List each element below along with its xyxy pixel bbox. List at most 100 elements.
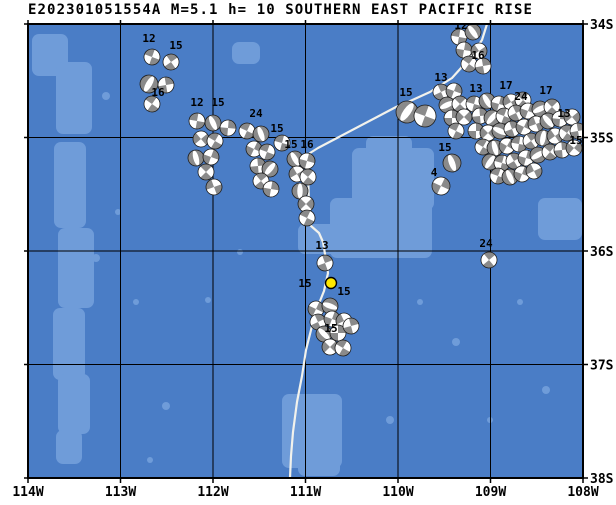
y-axis-label: 36S (590, 245, 614, 260)
bathymetry-patch (58, 374, 90, 434)
focal-mechanism-beachball (455, 41, 473, 59)
bathymetry-spot (147, 457, 153, 463)
focal-mechanism-beachball (298, 209, 316, 227)
focal-mechanism-beachball (245, 140, 263, 158)
y-axis-label: 34S (590, 18, 614, 33)
focal-mechanism-beachball (447, 122, 465, 140)
bathymetry-patch (54, 142, 86, 228)
x-axis-label: 111W (290, 485, 321, 500)
event-day-label: 24 (514, 90, 528, 103)
event-day-label: 15 (284, 138, 297, 151)
focal-mechanism-beachball (143, 95, 161, 113)
event-day-label: 16 (151, 86, 165, 99)
focal-mechanism-beachball (192, 130, 210, 148)
bathymetry-patch (56, 430, 82, 464)
event-day-label: 15 (270, 122, 283, 135)
x-axis-label: 113W (105, 485, 136, 500)
bathymetry-spot (386, 416, 394, 424)
focal-mechanism-beachball (413, 104, 437, 128)
event-day-label: 16 (471, 49, 485, 62)
bathymetry-spot (133, 299, 139, 305)
event-day-label: 15 (399, 86, 412, 99)
event-epicenter-marker (324, 276, 338, 290)
event-day-label: 15 (438, 141, 451, 154)
focal-mechanism-beachball (480, 251, 498, 269)
focal-mechanism-beachball (197, 163, 215, 181)
focal-mechanism-beachball (563, 108, 581, 126)
focal-mechanism-beachball (139, 74, 159, 94)
x-axis-label: 109W (475, 485, 506, 500)
bathymetry-spot (102, 92, 110, 100)
y-axis-label: 38S (590, 472, 614, 487)
x-axis-label: 114W (12, 485, 43, 500)
y-axis-label: 37S (590, 359, 614, 374)
focal-mechanism-beachball (474, 57, 492, 75)
focal-mechanism-beachball (205, 178, 223, 196)
event-day-label: 24 (479, 237, 493, 250)
focal-mechanism-beachball (455, 108, 473, 126)
focal-mechanism-beachball (470, 42, 488, 60)
event-day-label: 13 (557, 107, 570, 120)
x-axis-label: 110W (382, 485, 413, 500)
event-day-label: 24 (249, 107, 263, 120)
event-day-label: 15 (324, 322, 337, 335)
bathymetry-spot (115, 209, 121, 215)
focal-mechanism-beachball (143, 48, 161, 66)
event-day-label: 12 (142, 32, 155, 45)
bathymetry-patch (53, 308, 85, 380)
bathymetry-spot (542, 386, 550, 394)
y-axis-label: 35S (590, 132, 614, 147)
focal-mechanism-beachball (316, 254, 334, 272)
event-day-label: 17 (499, 79, 512, 92)
bathymetry-patch (282, 394, 342, 468)
focal-mechanism-beachball (273, 134, 291, 152)
focal-mechanism-beachball (262, 180, 280, 198)
focal-mechanism-beachball (206, 132, 224, 150)
bathymetry-patch (58, 228, 94, 308)
focal-mechanism-beachball (291, 182, 309, 200)
focal-mechanism-beachball (298, 152, 316, 170)
event-day-label: 4 (431, 166, 438, 179)
bathymetry-spot (237, 249, 243, 255)
event-day-label: 15 (569, 134, 582, 147)
focal-mechanism-beachball (315, 325, 333, 343)
bathymetry-spot (452, 338, 460, 346)
bathymetry-patch (298, 450, 340, 476)
x-axis-label: 112W (197, 485, 228, 500)
focal-mechanism-beachball (464, 24, 482, 41)
bathymetry-patch (56, 62, 92, 134)
bathymetry-patch (366, 136, 412, 166)
event-day-label: 16 (300, 138, 314, 151)
focal-mechanism-beachball (202, 148, 220, 166)
focal-mechanism-beachball (321, 338, 339, 356)
bathymetry-spot (517, 299, 523, 305)
x-axis-label: 108W (567, 485, 598, 500)
focal-mechanism-beachball (297, 195, 315, 213)
plot-title: E202301051554A M=5.1 h= 10 SOUTHERN EAST… (28, 2, 534, 18)
focal-mechanism-beachball (525, 162, 543, 180)
focal-mechanism-beachball (258, 143, 276, 161)
event-day-label: 15 (337, 285, 350, 298)
event-day-label: 17 (539, 84, 552, 97)
event-day-label: 13 (469, 82, 482, 95)
focal-mechanism-beachball (329, 324, 347, 342)
event-day-label: 15 (211, 96, 224, 109)
focal-mechanism-beachball (565, 139, 583, 157)
event-day-label: 13 (434, 71, 447, 84)
focal-mechanism-beachball (451, 95, 469, 113)
focal-mechanism-beachball (252, 125, 270, 143)
focal-mechanism-beachball (334, 339, 352, 357)
bathymetry-spot (417, 299, 423, 305)
focal-mechanism-beachball (162, 53, 180, 71)
bathymetry-spot (205, 297, 211, 303)
event-day-label: 15 (298, 277, 311, 290)
bathymetry-spot (92, 254, 100, 262)
bathymetry-patch (538, 198, 582, 240)
event-day-label: 15 (169, 39, 182, 52)
focal-mechanism-beachball (431, 176, 451, 196)
focal-mechanism-beachball (299, 168, 317, 186)
plate-boundary-ridge-line (288, 24, 489, 478)
